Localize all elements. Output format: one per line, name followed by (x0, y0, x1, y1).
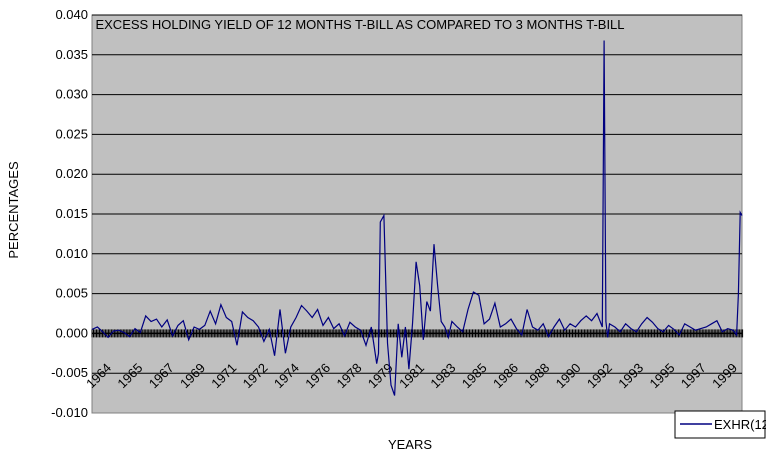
series-line (91, 40, 743, 396)
y-axis-title: PERCENTAGES (6, 161, 21, 259)
x-axis-title: YEARS (388, 437, 432, 452)
y-tick-label: 0.025 (55, 126, 88, 141)
y-tick-label: 0.005 (55, 286, 88, 301)
y-axis: -0.010 -0.005 0.000 0.005 0.010 0.015 0.020 0.0… (51, 7, 88, 420)
y-tick-label: 0.000 (55, 325, 88, 340)
y-tick-label: 0.010 (55, 246, 88, 261)
y-tick-label: 0.040 (55, 7, 88, 22)
y-tick-label: -0.005 (51, 365, 88, 380)
chart-title: EXCESS HOLDING YIELD OF 12 MONTHS T-BILL… (95, 17, 624, 32)
y-tick-label: 0.030 (55, 87, 88, 102)
y-tick-label: 0.015 (55, 206, 88, 221)
series-layer (91, 40, 743, 396)
y-tick-label: -0.010 (51, 405, 88, 420)
legend: EXHR(12,3) (674, 410, 766, 439)
y-tick-label: 0.035 (55, 47, 88, 62)
legend-label: EXHR(12,3) (714, 417, 766, 432)
y-tick-label: 0.020 (55, 166, 88, 181)
